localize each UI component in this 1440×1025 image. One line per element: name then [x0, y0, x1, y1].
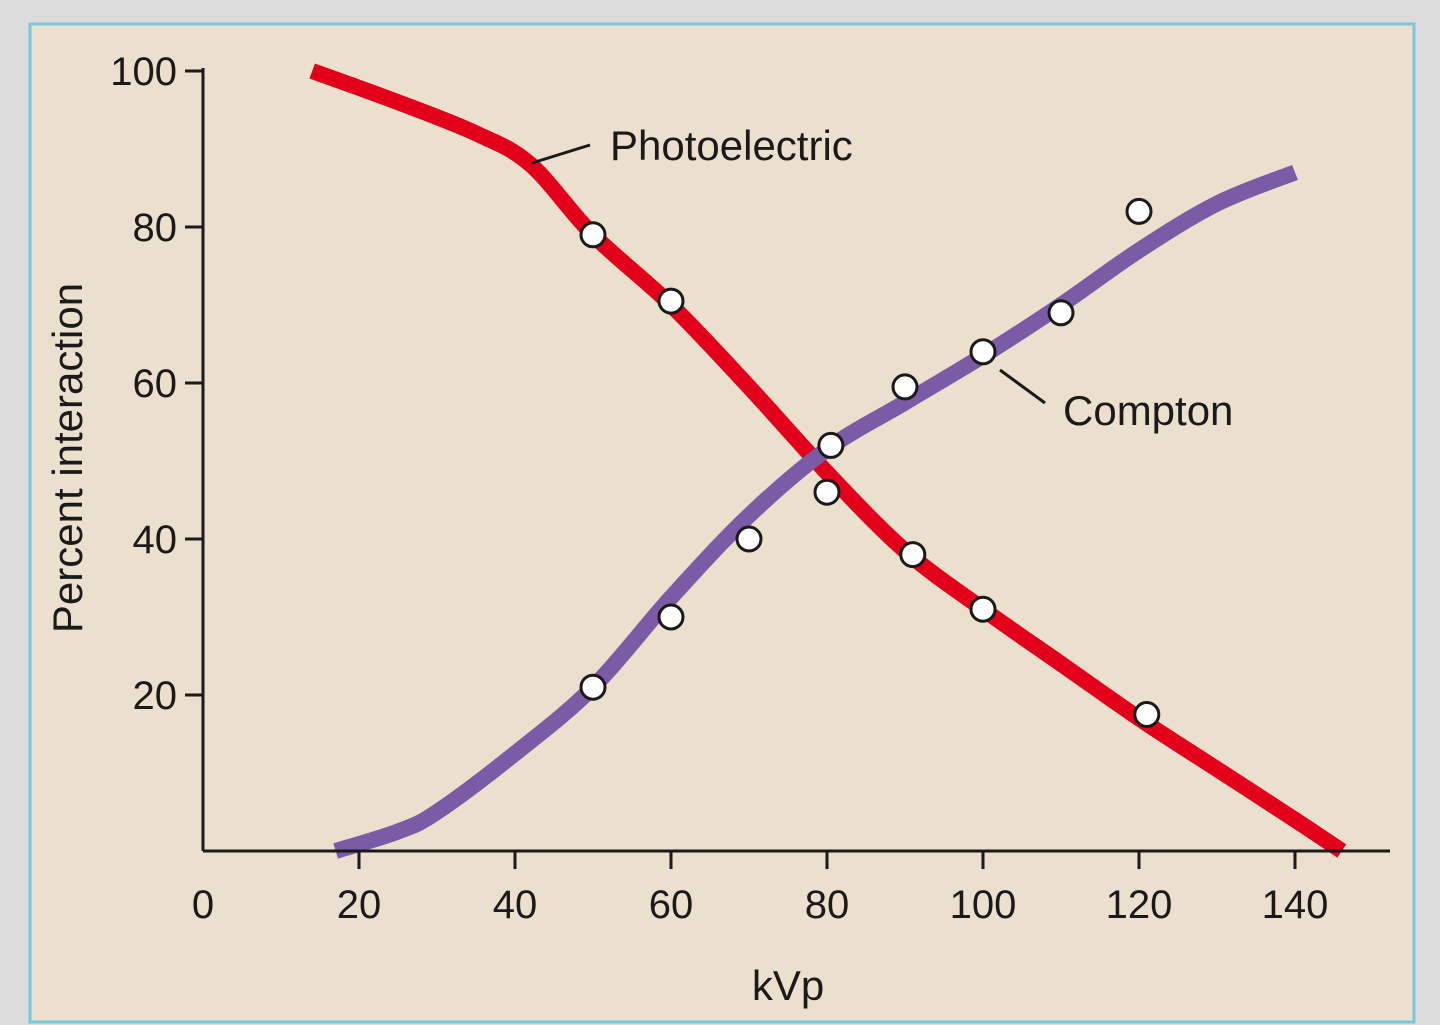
y-tick-label: 20 — [133, 674, 178, 718]
y-tick-label: 100 — [110, 50, 177, 94]
x-tick-label: 40 — [493, 883, 538, 927]
compton-leader-line — [999, 368, 1046, 405]
compton-data-point — [891, 373, 919, 401]
y-tick-label: 80 — [133, 206, 178, 250]
y-tick-label: 40 — [133, 518, 178, 562]
photoelectric-data-point — [579, 221, 607, 249]
compton-curve — [333, 164, 1298, 859]
photoelectric-data-point — [813, 478, 841, 506]
x-tick-label: 120 — [1106, 883, 1173, 927]
compton-data-point — [735, 525, 763, 553]
y-axis-label: Percent interaction — [44, 283, 91, 633]
compton-data-point — [1125, 197, 1153, 225]
y-tick-label: 60 — [133, 362, 178, 406]
chart-panel — [28, 22, 1416, 1024]
compton-data-point — [817, 431, 845, 459]
photoelectric-leader-line — [531, 143, 591, 165]
photoelectric-data-point — [1133, 701, 1161, 728]
x-tick-label: 60 — [649, 883, 694, 927]
compton-series-label: Compton — [1063, 387, 1233, 434]
x-tick-label: 140 — [1262, 883, 1329, 927]
compton-data-point — [579, 673, 607, 701]
x-tick-label: 20 — [337, 883, 382, 927]
x-axis-label: kVp — [752, 962, 824, 1009]
x-tick-label: 80 — [805, 883, 850, 927]
photoelectric-series-label: Photoelectric — [610, 122, 853, 169]
x-tick-label: 100 — [950, 883, 1017, 927]
compton-data-point — [657, 603, 685, 631]
x-tick-label: 0 — [192, 883, 214, 927]
photoelectric-data-point — [657, 287, 685, 315]
compton-data-point — [969, 338, 997, 366]
photoelectric-data-point — [969, 595, 997, 623]
photoelectric-curve — [309, 63, 1347, 858]
photoelectric-data-point — [899, 541, 927, 569]
compton-data-point — [1047, 299, 1075, 327]
